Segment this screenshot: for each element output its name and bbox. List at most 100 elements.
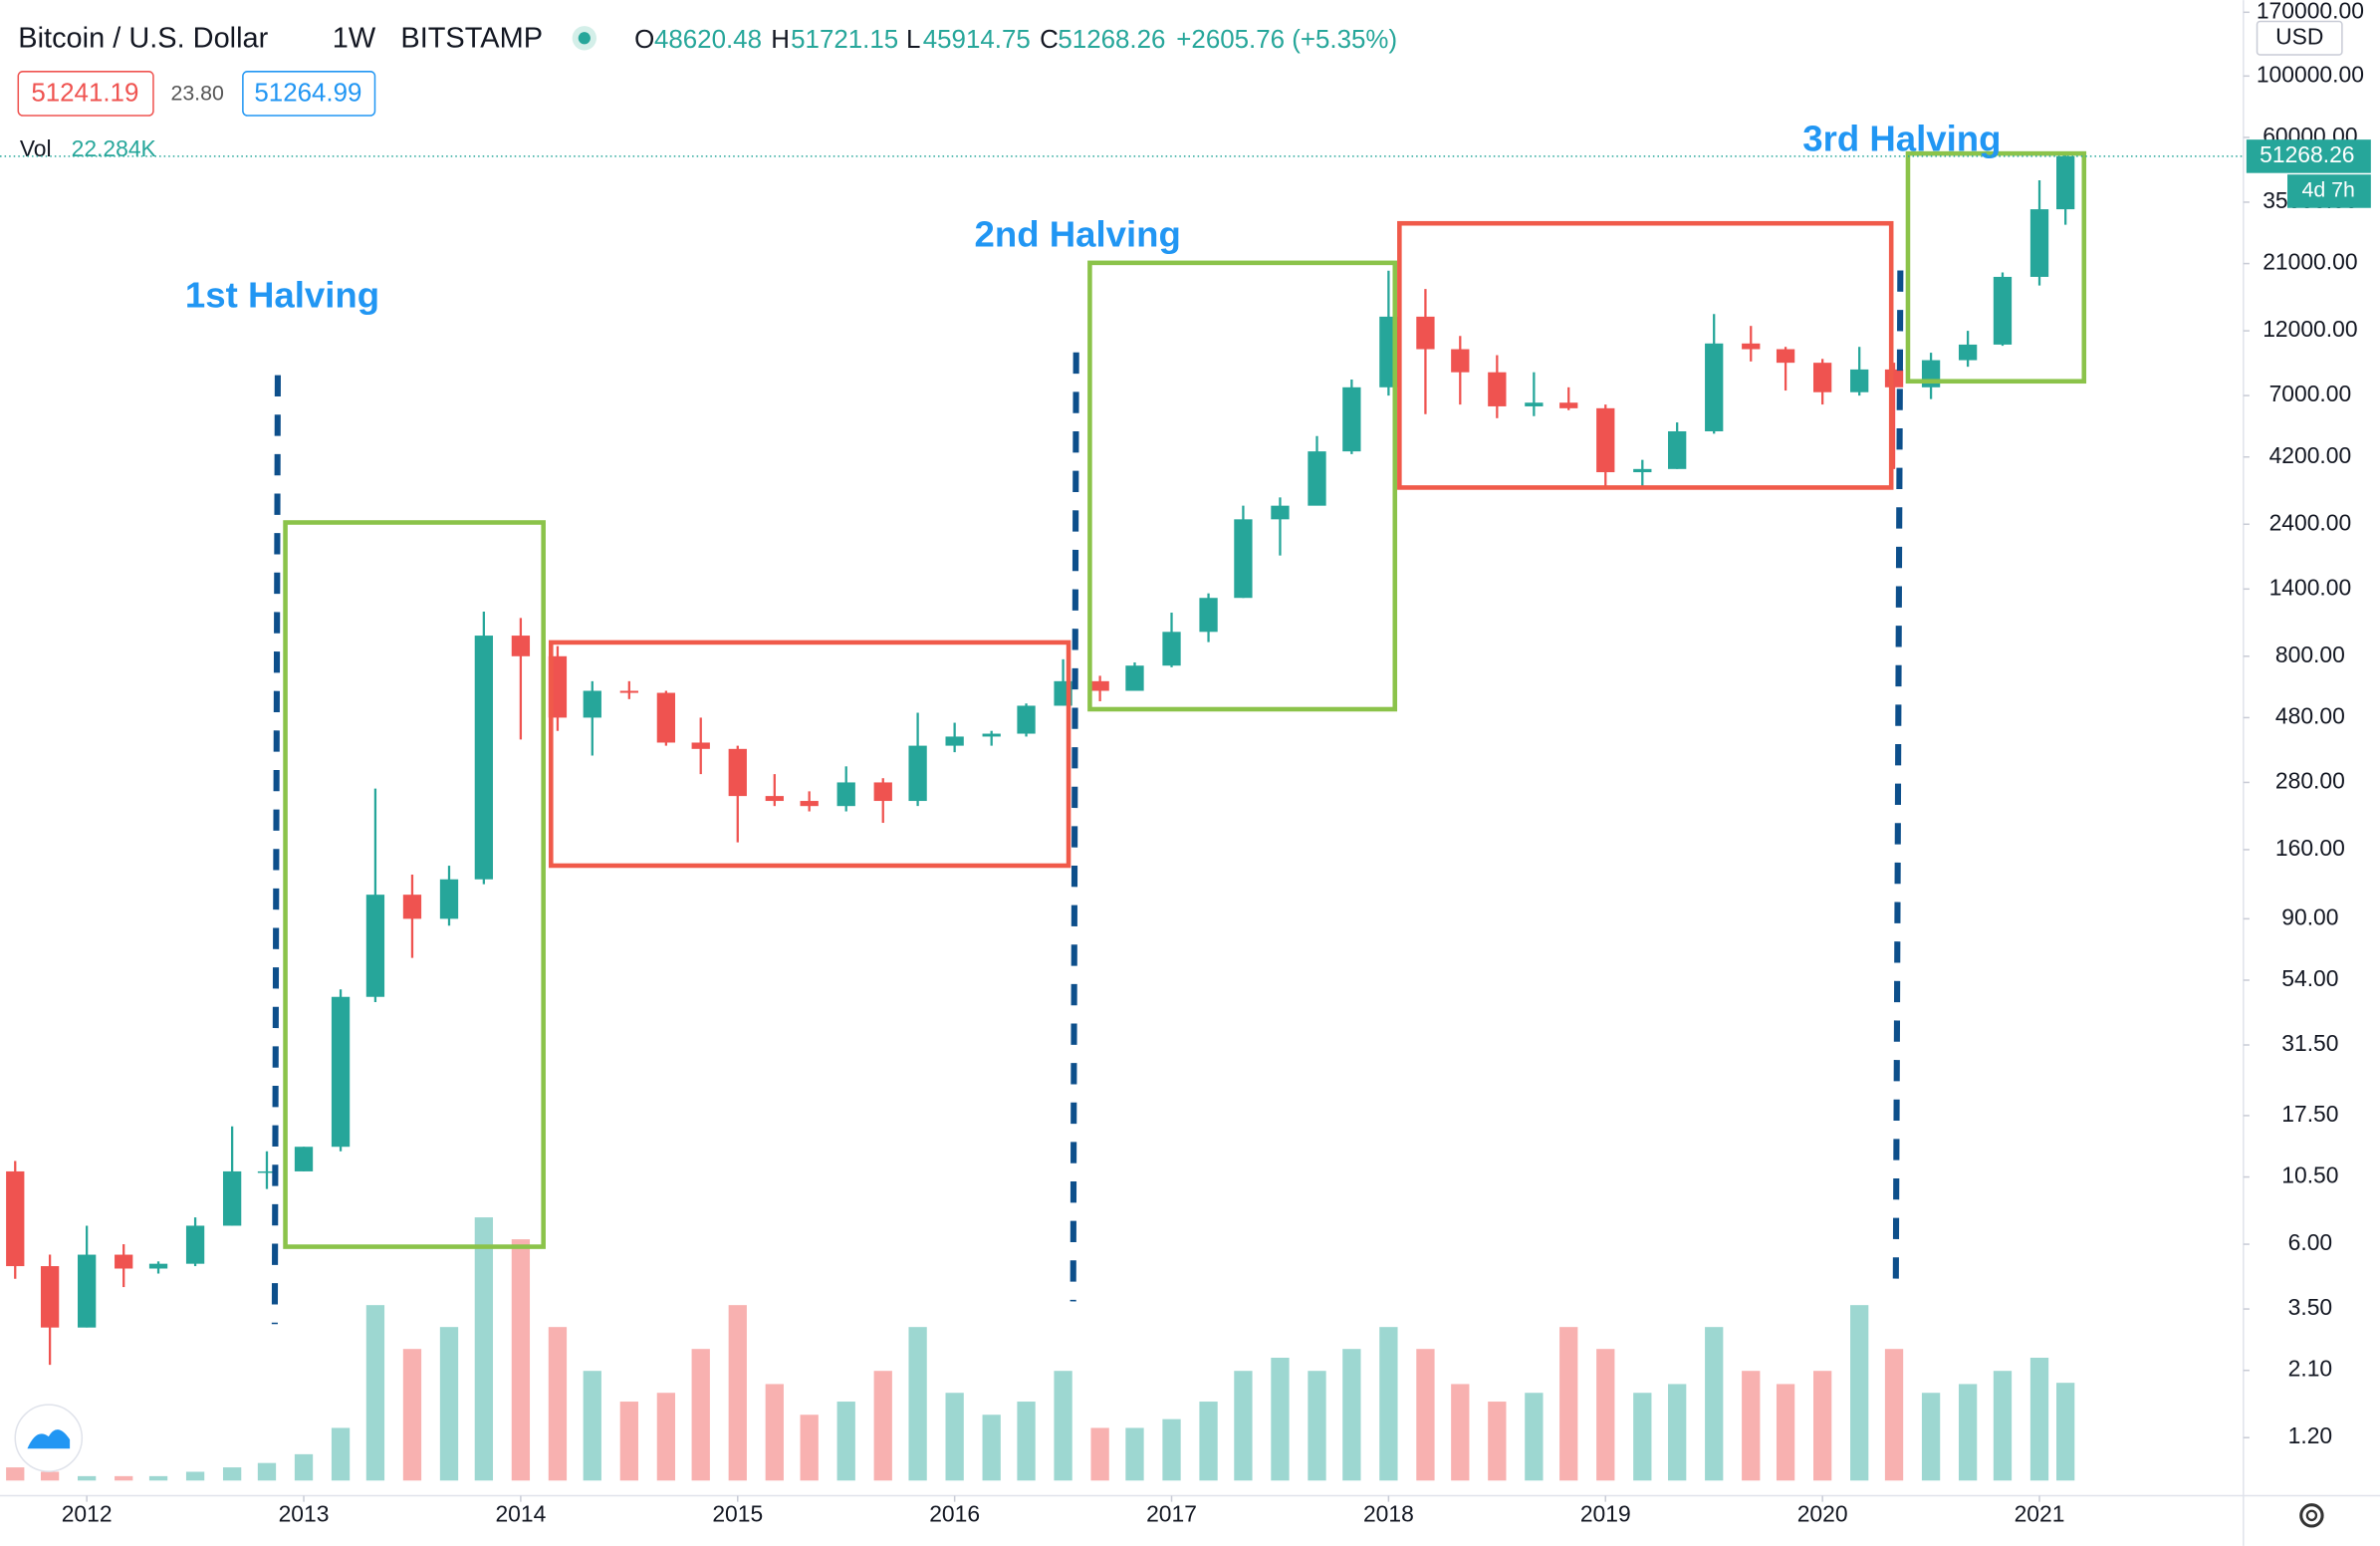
candle-body — [1234, 519, 1253, 599]
candle-body — [1668, 430, 1687, 469]
bid-box[interactable] — [17, 71, 154, 117]
ohlc-key: H — [771, 26, 790, 54]
candle-body — [982, 733, 1001, 737]
volume-bar — [2029, 1357, 2049, 1481]
halving-line — [1892, 270, 1904, 1288]
volume-bar — [185, 1471, 205, 1481]
candle-body — [1162, 632, 1181, 666]
candle-body — [439, 879, 459, 919]
logo-icon — [27, 1429, 71, 1449]
candle-body — [908, 745, 927, 802]
y-tick-label: 17.50 — [2281, 1101, 2338, 1127]
interval: 1W — [333, 22, 376, 54]
y-tick-label: 6.00 — [2288, 1229, 2333, 1255]
candle-body — [1416, 316, 1435, 350]
settings-icon[interactable] — [2299, 1503, 2324, 1528]
ask-box[interactable] — [242, 71, 376, 117]
x-tick-label: 2020 — [1797, 1500, 1848, 1526]
y-tick-label: 3.50 — [2288, 1294, 2333, 1320]
candle-body — [1017, 705, 1036, 734]
candle-body — [1342, 386, 1361, 452]
volume-bar — [691, 1349, 710, 1481]
x-tick-label: 2014 — [495, 1500, 546, 1526]
cycle-box — [283, 520, 546, 1249]
cycle-box — [1087, 260, 1398, 712]
x-tick-label: 2016 — [929, 1500, 980, 1526]
candle-body — [583, 690, 601, 718]
volume-bar — [1125, 1427, 1144, 1481]
y-tick-label: 90.00 — [2281, 903, 2338, 929]
x-tick-label: 2013 — [279, 1500, 330, 1526]
candle-body — [1850, 369, 1869, 392]
halving-line — [271, 375, 281, 1325]
volume-bar — [1993, 1371, 2013, 1481]
time-axis: 2012 2013 2014 2015 2016 2017 2018 2019 2020 2021 — [62, 1495, 2065, 1526]
x-tick-label: 2017 — [1146, 1500, 1197, 1526]
volume-bar — [800, 1415, 819, 1481]
candle-body — [836, 782, 855, 807]
volume-bar — [1451, 1384, 1470, 1481]
annotation: 3rd Halving — [1802, 119, 2001, 159]
y-tick-label: 480.00 — [2275, 702, 2345, 728]
gear — [2299, 1503, 2324, 1528]
candle-body — [1993, 276, 2013, 345]
x-tick-label: 2012 — [62, 1500, 113, 1526]
y-tick-label: 160.00 — [2275, 835, 2345, 861]
volume-bar — [1488, 1402, 1507, 1481]
candle-layer — [6, 154, 2075, 1366]
candle-body — [78, 1254, 97, 1328]
candle-body — [1596, 407, 1615, 473]
exchange: BITSTAMP — [400, 22, 543, 54]
volume-bar — [40, 1471, 60, 1481]
price-axis: 1.20 2.10 3.50 6.00 10.50 17.50 31.50 54.00 90.0… — [2243, 0, 2364, 1448]
volume-bar — [1162, 1418, 1181, 1481]
x-tick-label: 2019 — [1580, 1500, 1631, 1526]
y-tick-label: 21000.00 — [2262, 249, 2357, 275]
ohlc-key: C — [1040, 26, 1059, 54]
ohlc-value: 51721.15 — [791, 26, 898, 54]
volume-bar — [1234, 1371, 1253, 1481]
candle-body — [1488, 372, 1507, 406]
y-tick-label: 10.50 — [2281, 1162, 2338, 1188]
change: +2605.76 (+5.35%) — [1176, 26, 1397, 54]
volume-bar — [1017, 1402, 1036, 1481]
y-tick-label: 31.50 — [2281, 1030, 2338, 1056]
volume-bar — [1776, 1384, 1795, 1481]
candle-body — [402, 895, 422, 919]
candle-body — [1633, 468, 1652, 473]
candle-body — [1451, 349, 1470, 373]
currency-box[interactable] — [2256, 20, 2343, 56]
y-tick-label: 12000.00 — [2262, 316, 2357, 342]
y-tick-label: 280.00 — [2275, 767, 2345, 793]
currency: USD — [2275, 23, 2323, 49]
volume-value: 22.284K — [72, 135, 156, 161]
candle-body — [765, 796, 784, 802]
candle-body — [257, 1170, 277, 1173]
volume-bar — [1271, 1357, 1290, 1481]
volume-bar — [1090, 1427, 1109, 1481]
candle-body — [1812, 363, 1832, 392]
candle-body — [294, 1147, 314, 1171]
volume-bar — [1559, 1327, 1578, 1481]
candle-body — [115, 1254, 133, 1269]
candle-body — [474, 636, 494, 880]
annotation: 1st Halving — [185, 275, 379, 316]
volume-bar — [1199, 1402, 1218, 1481]
volume-bar — [1884, 1349, 1904, 1481]
volume-bar — [511, 1239, 531, 1481]
volume-bar — [148, 1475, 168, 1481]
candle-body — [945, 736, 964, 746]
volume-bar — [908, 1327, 927, 1481]
volume-bar — [1416, 1349, 1435, 1481]
countdown: 4d 7h — [2301, 178, 2354, 202]
volume-bar — [1850, 1305, 1869, 1481]
x-tick-label: 2021 — [2015, 1500, 2065, 1526]
bid: 51241.19 — [31, 80, 138, 108]
candle-body — [185, 1225, 205, 1264]
candle-body — [1525, 402, 1544, 406]
ohlc-value: 45914.75 — [923, 26, 1031, 54]
candle-body — [1125, 665, 1144, 691]
volume-bar — [728, 1305, 747, 1481]
